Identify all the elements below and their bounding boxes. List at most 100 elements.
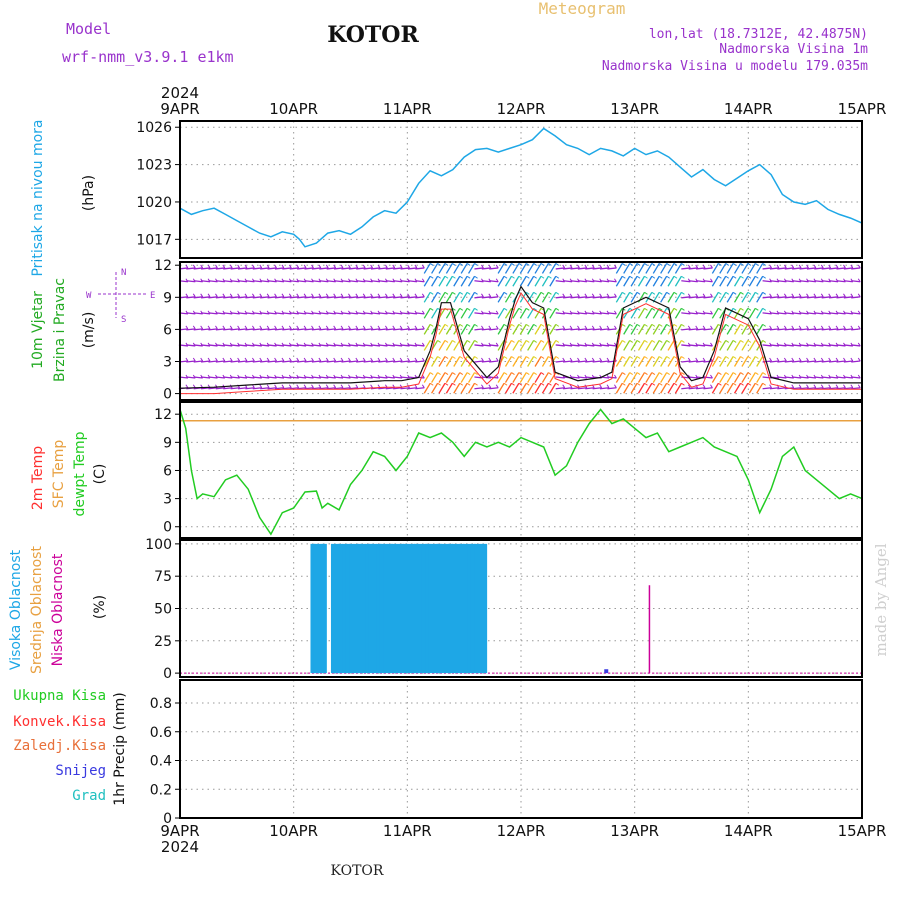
- wind-barb-flag: [444, 356, 449, 359]
- wind-barb: [423, 382, 431, 394]
- wind-barb: [512, 308, 520, 319]
- wind-barb: [592, 312, 602, 315]
- wind-barb-flag: [732, 372, 737, 375]
- wind-barb-flag: [444, 372, 449, 375]
- wind-barb: [843, 296, 853, 299]
- wind-barb: [814, 344, 824, 347]
- wind-barb-flag: [518, 382, 523, 386]
- wind-barb-flag: [533, 275, 537, 279]
- wind-barb: [741, 382, 749, 394]
- wind-barb: [836, 376, 846, 379]
- wind-barb: [719, 291, 727, 303]
- wind-barb: [481, 296, 491, 299]
- wind-barb-flag: [725, 382, 730, 386]
- wind-barb-flag: [843, 325, 846, 330]
- wind-barb: [762, 296, 772, 299]
- wind-barb-flag: [495, 293, 499, 298]
- wind-barb: [769, 280, 780, 283]
- wind-barb: [762, 344, 772, 347]
- wind-barb-flag: [548, 382, 552, 386]
- wind-barb-flag: [636, 382, 641, 386]
- wind-barb-flag: [591, 293, 595, 298]
- wind-barb: [630, 308, 638, 319]
- wind-barb: [274, 344, 285, 347]
- cloud-high-bar: [474, 543, 480, 674]
- wind-barb-flag: [843, 264, 846, 269]
- wind-barb: [393, 312, 403, 315]
- wind-barb: [341, 360, 351, 363]
- wind-barb-flag: [437, 275, 441, 279]
- wind-barb-flag: [340, 357, 344, 362]
- wind-barb: [274, 280, 285, 283]
- wind-barb-flag: [274, 357, 277, 362]
- wind-barb: [333, 360, 344, 363]
- date-label-bottom: 11APR: [383, 822, 432, 840]
- wind-barb-flag: [348, 264, 351, 269]
- wind-barb-flag: [192, 264, 196, 269]
- wind-barb-flag: [474, 372, 478, 375]
- wind-barb: [836, 360, 846, 363]
- wind-barb: [792, 328, 802, 331]
- wind-barb-flag: [533, 323, 537, 327]
- wind-barb-flag: [437, 382, 441, 386]
- wind-barb: [431, 308, 439, 319]
- wind-barb: [726, 291, 734, 303]
- wind-barb: [489, 328, 499, 331]
- wind-barb: [304, 387, 314, 390]
- wind-barb: [385, 312, 395, 315]
- wind-barb-flag: [384, 293, 388, 298]
- wind-barb: [319, 376, 329, 379]
- compass-w: W: [86, 291, 92, 301]
- panel-frames: [179, 120, 863, 819]
- wind-barb: [541, 275, 549, 287]
- wind-barb: [792, 387, 802, 390]
- wind-barb-flag: [384, 325, 388, 330]
- wind-barb: [208, 312, 218, 315]
- wind-barb: [726, 356, 734, 367]
- panel-frame: [179, 120, 863, 259]
- wind-barb-flag: [474, 291, 478, 295]
- wind-barb: [726, 382, 734, 394]
- wind-barb-flag: [414, 264, 418, 269]
- wind-barb: [311, 267, 321, 270]
- wind-barb-flag: [311, 357, 314, 362]
- wind-barb-flag: [555, 307, 560, 311]
- wind-barb-flag: [318, 264, 322, 269]
- wind-barb: [363, 360, 373, 363]
- wind-barb: [363, 312, 373, 315]
- wind-barb: [630, 372, 638, 383]
- wind-barb: [423, 308, 431, 319]
- cloud-high-bar: [436, 543, 442, 674]
- wind-barb: [385, 387, 395, 390]
- wind-barb-flag: [732, 307, 737, 311]
- wind-barb: [304, 280, 314, 283]
- wind-barb: [445, 263, 453, 274]
- wind-barb: [378, 376, 388, 379]
- wind-barb: [607, 344, 617, 347]
- wind-barb-flag: [843, 293, 846, 298]
- wind-barb-flag: [850, 357, 854, 362]
- wind-barb: [814, 267, 824, 270]
- wind-barb: [474, 360, 484, 363]
- cloud-high-bar: [349, 543, 355, 674]
- wind-barb: [592, 296, 602, 299]
- wind-barb: [297, 296, 307, 299]
- wind-barb-flag: [362, 264, 366, 269]
- wind-barb-flag: [681, 372, 685, 375]
- wind-barb: [599, 387, 610, 390]
- wind-barb: [836, 312, 846, 315]
- wind-barb: [208, 328, 218, 331]
- wind-barb-flag: [303, 325, 307, 330]
- wind-barb: [748, 382, 756, 394]
- wind-barb: [304, 328, 314, 331]
- wind-barb: [415, 267, 425, 270]
- y-tick-label: 0.4: [150, 754, 172, 770]
- panel-frame: [179, 539, 863, 678]
- wind-barb: [193, 312, 203, 315]
- cloud-high-bar: [433, 543, 439, 674]
- wind-barb: [534, 263, 542, 274]
- meteogram-label: Meteogram: [539, 0, 626, 18]
- wind-barb: [453, 340, 461, 351]
- wind-barb-flag: [651, 275, 656, 279]
- wind-barb-flag: [399, 325, 403, 330]
